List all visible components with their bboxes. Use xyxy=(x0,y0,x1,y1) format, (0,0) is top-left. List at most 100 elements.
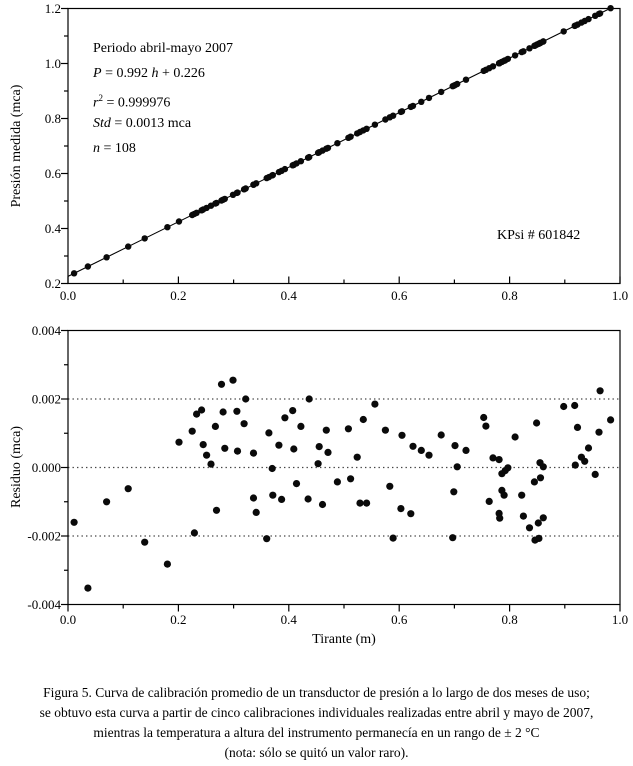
data-point xyxy=(124,485,132,493)
data-point xyxy=(371,121,379,128)
data-point xyxy=(504,464,512,472)
y-tick-label: 0.8 xyxy=(45,111,61,126)
data-point xyxy=(449,534,457,542)
data-point xyxy=(344,425,352,433)
data-point xyxy=(199,441,207,449)
data-point xyxy=(363,499,371,507)
y-tick-label: 1.2 xyxy=(45,1,61,16)
data-point xyxy=(318,500,327,509)
data-point xyxy=(534,519,542,527)
data-point xyxy=(480,413,488,422)
data-point xyxy=(103,254,110,261)
y-tick-label: 0.2 xyxy=(45,276,61,291)
data-point xyxy=(84,263,92,270)
data-point xyxy=(571,461,579,469)
data-point xyxy=(518,491,526,499)
data-point xyxy=(389,534,397,542)
y-tick-label: 0.004 xyxy=(32,323,62,338)
data-point xyxy=(322,426,330,434)
data-point xyxy=(193,209,200,216)
sensor-id-label: KPsi # 601842 xyxy=(497,228,581,243)
caption-line-1: Figura 5. Curva de calibración promedio … xyxy=(43,685,590,700)
data-point xyxy=(425,94,433,102)
data-point xyxy=(278,495,286,503)
data-point xyxy=(217,380,226,388)
data-point xyxy=(198,406,206,414)
data-point xyxy=(324,448,332,456)
charts-canvas: 0.0 0.2 0.4 0.6 0.8 1.00.20.40.60.81.01.20.0 0… xyxy=(27,1,628,627)
data-point xyxy=(425,451,433,459)
x-tick-label: 0.4 xyxy=(281,288,298,303)
data-point xyxy=(596,10,604,17)
data-point xyxy=(353,453,361,461)
data-point xyxy=(533,419,541,427)
data-point xyxy=(315,443,323,451)
data-point xyxy=(190,529,198,537)
data-point xyxy=(305,395,313,403)
data-point xyxy=(268,464,276,473)
data-point xyxy=(371,400,379,408)
y-tick-label: 0.4 xyxy=(45,221,62,236)
data-point xyxy=(297,158,305,165)
caption-line-4: (nota: sólo se quitó un valor raro). xyxy=(224,745,409,760)
data-point xyxy=(462,446,470,454)
data-point xyxy=(530,478,539,486)
data-point xyxy=(511,433,519,441)
x-tick-label: 0.2 xyxy=(170,612,186,627)
data-point xyxy=(221,444,229,452)
x-tick-label: 0.6 xyxy=(391,288,408,303)
stats-r-squared: r2 = 0.999976 xyxy=(93,93,171,111)
stats-std: Std = 0.0013 mca xyxy=(93,116,192,131)
data-point xyxy=(141,538,149,546)
data-point xyxy=(163,560,171,568)
data-point xyxy=(595,428,603,436)
data-point xyxy=(571,401,579,410)
data-point xyxy=(540,38,547,45)
data-point xyxy=(292,480,301,488)
data-point xyxy=(252,508,260,516)
data-point xyxy=(249,449,258,457)
x-tick-label: 0.2 xyxy=(170,288,186,303)
data-point xyxy=(451,442,459,450)
y-tick-label: 1.0 xyxy=(45,56,61,71)
data-point xyxy=(525,524,534,532)
data-point xyxy=(334,140,341,147)
data-point xyxy=(249,494,258,502)
data-point xyxy=(591,470,599,478)
data-point xyxy=(188,427,196,435)
data-point xyxy=(511,52,519,59)
y-tick-label: -0.002 xyxy=(27,529,61,544)
data-point xyxy=(221,195,228,203)
stats-period: Periodo abril-mayo 2007 xyxy=(93,41,233,56)
data-point xyxy=(281,165,289,173)
data-point xyxy=(304,495,312,503)
data-point xyxy=(539,514,547,522)
y-tick-label: 0.6 xyxy=(45,166,62,181)
data-point xyxy=(306,153,313,161)
data-point xyxy=(70,518,78,526)
data-point xyxy=(536,474,545,482)
data-point xyxy=(281,414,289,422)
stats-equation: P = 0.992 h + 0.226 xyxy=(93,66,205,81)
data-point xyxy=(596,387,604,395)
data-point xyxy=(539,463,547,471)
data-point xyxy=(495,456,503,464)
data-point xyxy=(212,506,221,514)
data-point xyxy=(389,112,397,119)
stats-annotation-block: Periodo abril-mayo 2007 P = 0.992 h + 0.… xyxy=(93,36,233,161)
data-point xyxy=(397,505,405,513)
data-point xyxy=(70,270,78,277)
data-point xyxy=(242,395,250,403)
data-point xyxy=(269,171,276,179)
data-point xyxy=(242,185,249,192)
data-point xyxy=(193,410,201,418)
data-point xyxy=(240,420,248,428)
data-point xyxy=(450,488,458,496)
bottom-chart-y-axis-label: Residuo (mca) xyxy=(9,425,24,509)
data-point xyxy=(290,445,298,453)
data-point xyxy=(560,402,568,411)
data-point xyxy=(581,457,589,465)
figure-caption: Figura 5. Curva de calibración promedio … xyxy=(0,683,633,763)
data-point xyxy=(482,422,490,430)
